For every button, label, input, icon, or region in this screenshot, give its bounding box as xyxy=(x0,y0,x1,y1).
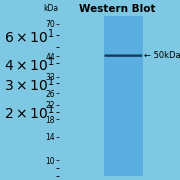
FancyBboxPatch shape xyxy=(103,16,143,176)
Text: ← 50kDa: ← 50kDa xyxy=(144,51,180,60)
Title: Western Blot: Western Blot xyxy=(79,4,156,14)
Text: kDa: kDa xyxy=(43,4,58,13)
FancyBboxPatch shape xyxy=(104,55,142,57)
